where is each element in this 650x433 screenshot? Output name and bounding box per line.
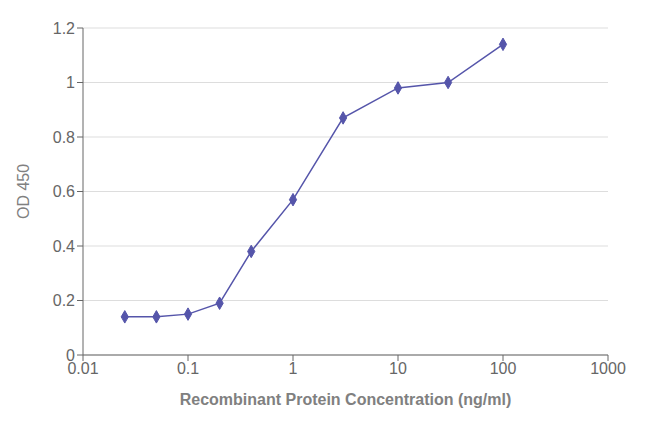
svg-text:OD 450: OD 450 bbox=[15, 164, 32, 219]
svg-text:100: 100 bbox=[490, 360, 517, 377]
svg-text:0.8: 0.8 bbox=[53, 129, 75, 146]
svg-text:1000: 1000 bbox=[590, 360, 626, 377]
svg-text:0.2: 0.2 bbox=[53, 292, 75, 309]
svg-text:Recombinant Protein Concentrat: Recombinant Protein Concentration (ng/ml… bbox=[180, 391, 512, 408]
svg-text:0.4: 0.4 bbox=[53, 238, 75, 255]
svg-text:0.6: 0.6 bbox=[53, 183, 75, 200]
svg-text:0.1: 0.1 bbox=[177, 360, 199, 377]
svg-text:0: 0 bbox=[66, 347, 75, 364]
svg-text:1: 1 bbox=[66, 74, 75, 91]
svg-text:1.2: 1.2 bbox=[53, 20, 75, 37]
svg-text:1: 1 bbox=[289, 360, 298, 377]
svg-text:10: 10 bbox=[389, 360, 407, 377]
svg-text:0.01: 0.01 bbox=[67, 360, 99, 378]
